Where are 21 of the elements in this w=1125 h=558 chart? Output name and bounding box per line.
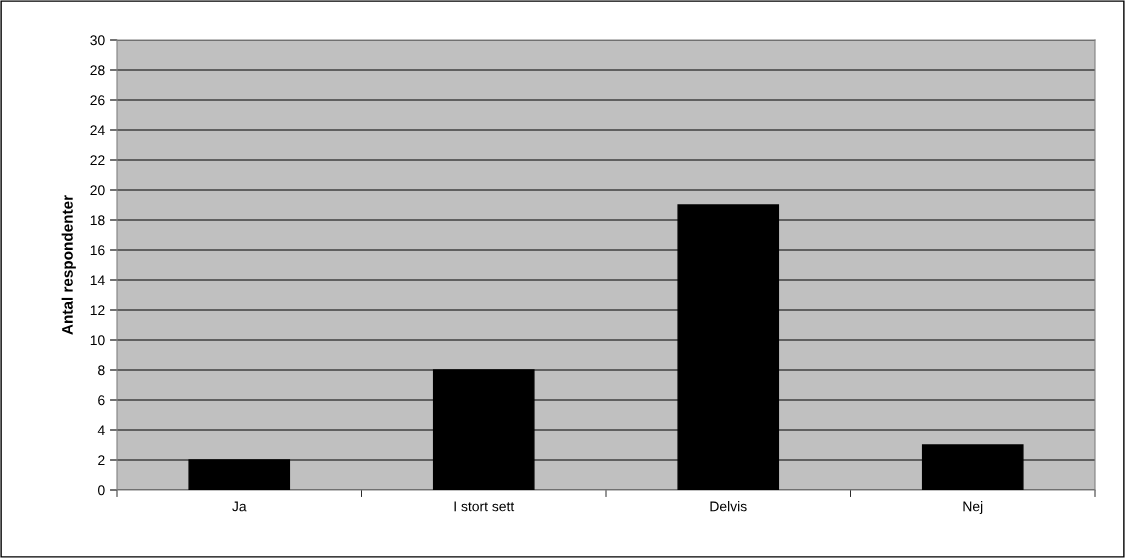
- x-tick-label: Ja: [232, 501, 247, 512]
- y-tick-label: 10: [90, 335, 105, 346]
- y-tick-label: 4: [97, 425, 105, 436]
- x-tick-label: I stort sett: [454, 501, 515, 512]
- y-tick-label: 14: [90, 275, 105, 286]
- y-tick-label: 2: [98, 455, 105, 466]
- y-tick-label: 16: [90, 245, 105, 256]
- y-tick-label: 20: [90, 185, 105, 196]
- y-tick-label: 22: [90, 155, 105, 166]
- y-tick-label: 0: [98, 485, 105, 496]
- y-tick-label: 6: [98, 395, 105, 406]
- y-tick-label: 24: [90, 125, 105, 136]
- y-tick-label: 26: [90, 95, 105, 106]
- y-tick-label: 18: [90, 215, 105, 226]
- y-tick-label: 8: [98, 365, 105, 376]
- x-tick-label: Nej: [963, 501, 983, 515]
- y-tick-label: 30: [90, 35, 105, 46]
- y-axis-title: Antal respondenter: [61, 195, 76, 335]
- y-tick-label: 12: [90, 305, 105, 316]
- y-tick-label: 28: [90, 65, 105, 76]
- x-tick-label: Delvis: [710, 501, 747, 512]
